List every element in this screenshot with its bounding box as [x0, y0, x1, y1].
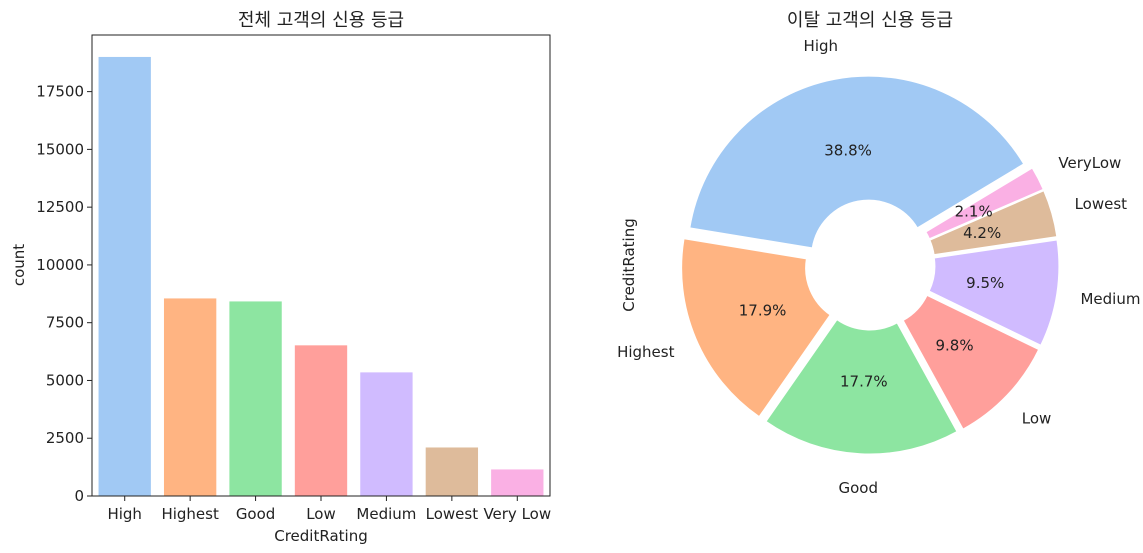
pie-label-low: Low — [1022, 410, 1052, 428]
bar-y-tick-label: 5000 — [46, 371, 84, 389]
pie-slice-verylow — [925, 167, 1044, 240]
bar-lowest — [425, 447, 479, 496]
pie-label-high: High — [804, 37, 838, 55]
bar-x-tick-label: Good — [236, 505, 276, 523]
bar-axes-frame — [91, 34, 551, 497]
bar-y-tick-label: 2500 — [46, 429, 84, 447]
bar-y-axis-label: count — [10, 244, 28, 286]
pie-percent-lowest: 4.2% — [963, 224, 1001, 242]
pie-y-axis-label: CreditRating — [620, 218, 638, 311]
pie-label-medium: Medium — [1080, 290, 1140, 308]
pie-slice-highest — [681, 238, 831, 418]
bar-chart: 전체 고객의 신용 등급 0 2500 5000 7500 10000 12500 1500… — [10, 10, 551, 545]
pie-label-verylow: VeryLow — [1058, 154, 1121, 172]
bar-chart-title: 전체 고객의 신용 등급 — [238, 10, 404, 31]
pie-percent-good: 17.7% — [840, 372, 888, 390]
bar-very-low — [491, 469, 544, 496]
bar-low — [294, 345, 348, 496]
pie-label-good: Good — [838, 479, 878, 497]
bar-x-tick-label: Very Low — [483, 505, 551, 523]
bar-y-tick-label: 0 — [74, 487, 84, 505]
pie-slice-high — [689, 75, 1025, 249]
pie-slice-lowest — [929, 190, 1058, 256]
pie-percent-highest: 17.9% — [739, 301, 787, 319]
bar-high — [98, 56, 151, 496]
pie-chart: 이탈 고객의 신용 등급 CreditRating High Highest Goo… — [617, 10, 1140, 497]
bar-good — [229, 301, 282, 496]
bar-x-tick-label: Highest — [161, 505, 219, 523]
bar-y-tick-label: 10000 — [36, 256, 84, 274]
bar-x-ticks: High Highest Good Low Medium Lowest Very Low — [107, 496, 551, 523]
bar-x-tick-label: High — [107, 505, 141, 523]
bar-highest — [163, 298, 217, 496]
bar-x-tick-label: Medium — [356, 505, 416, 523]
pie-percent-low: 9.8% — [935, 336, 973, 354]
pie-label-lowest: Lowest — [1075, 195, 1128, 213]
pie-slice-good — [765, 319, 958, 455]
pie-slices — [681, 75, 1060, 455]
bar-x-axis-label: CreditRating — [274, 527, 367, 545]
bar-x-tick-label: Low — [306, 505, 336, 523]
bar-y-ticks: 0 2500 5000 7500 10000 12500 15000 17500 — [36, 83, 92, 505]
bar-y-tick-label: 7500 — [46, 314, 84, 332]
bar-y-tick-label: 15000 — [36, 140, 84, 158]
bar-y-tick-label: 17500 — [36, 83, 84, 101]
pie-label-highest: Highest — [617, 343, 675, 361]
pie-percent-labels: 38.8% 17.9% 17.7% 9.8% 9.5% 4.2% 2.1% — [739, 141, 1005, 390]
pie-slice-low — [902, 294, 1040, 430]
pie-chart-title: 이탈 고객의 신용 등급 — [787, 10, 953, 31]
pie-percent-verylow: 2.1% — [955, 203, 993, 221]
bar-medium — [360, 372, 413, 496]
pie-percent-medium: 9.5% — [966, 274, 1004, 292]
bar-x-tick-label: Lowest — [426, 505, 479, 523]
bar-marks — [98, 56, 544, 496]
pie-percent-high: 38.8% — [824, 141, 872, 159]
pie-slice-medium — [928, 239, 1060, 346]
pie-labels: High Highest Good Low Medium Lowest VeryLow — [617, 37, 1140, 497]
bar-y-tick-label: 12500 — [36, 198, 84, 216]
